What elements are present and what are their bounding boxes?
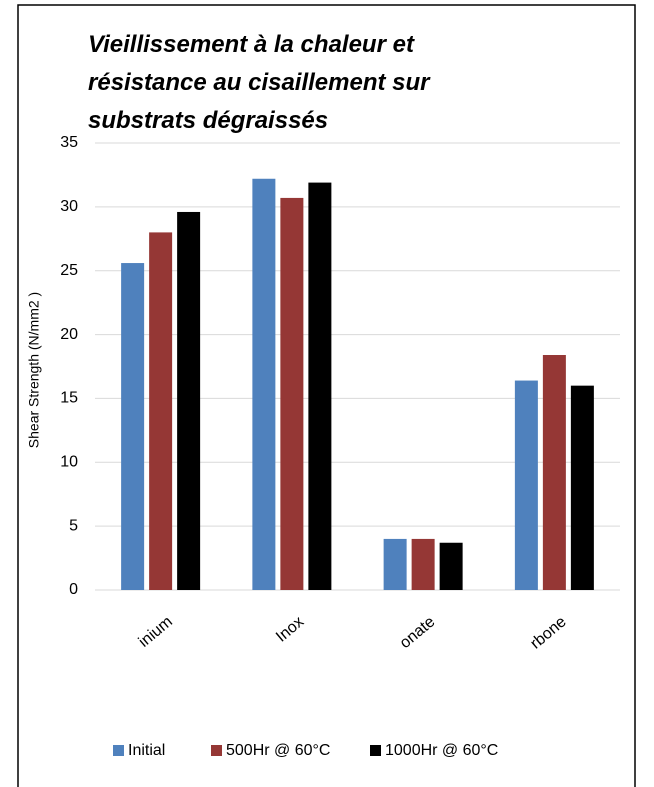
bar xyxy=(177,211,201,591)
x-tick-label: Inox xyxy=(273,613,307,645)
y-axis-label: Shear Strength (N/mm2 ) xyxy=(26,292,42,448)
y-tick-label: 35 xyxy=(60,134,78,151)
bar xyxy=(570,385,594,590)
bar xyxy=(280,197,304,590)
legend-label: Initial xyxy=(128,742,165,759)
bar xyxy=(121,263,145,590)
chart-title: Vieillissement à la chaleur et résistanc… xyxy=(88,31,430,134)
legend-swatch xyxy=(113,745,124,756)
y-tick-label: 15 xyxy=(60,390,78,407)
y-tick-label: 25 xyxy=(60,262,78,279)
x-tick-label: inium xyxy=(136,613,176,651)
bar xyxy=(439,542,463,590)
x-tick-label: rbone xyxy=(527,613,569,652)
y-tick-label: 5 xyxy=(69,517,78,534)
frame xyxy=(17,4,636,787)
bar xyxy=(308,182,332,590)
x-tick-label: onate xyxy=(397,613,439,652)
bar xyxy=(514,380,538,590)
y-tick-label: 20 xyxy=(60,326,78,343)
bar xyxy=(149,232,173,590)
bar xyxy=(383,538,407,590)
legend-swatch xyxy=(211,745,222,756)
bar xyxy=(411,538,435,590)
y-tick-label: 10 xyxy=(60,454,78,471)
legend-label: 1000Hr @ 60°C xyxy=(385,742,498,759)
y-tick-label: 0 xyxy=(69,581,78,598)
legend-label: 500Hr @ 60°C xyxy=(226,742,330,759)
bar xyxy=(252,178,276,590)
y-tick-label: 30 xyxy=(60,198,78,215)
legend-swatch xyxy=(370,745,381,756)
bar xyxy=(542,355,566,590)
